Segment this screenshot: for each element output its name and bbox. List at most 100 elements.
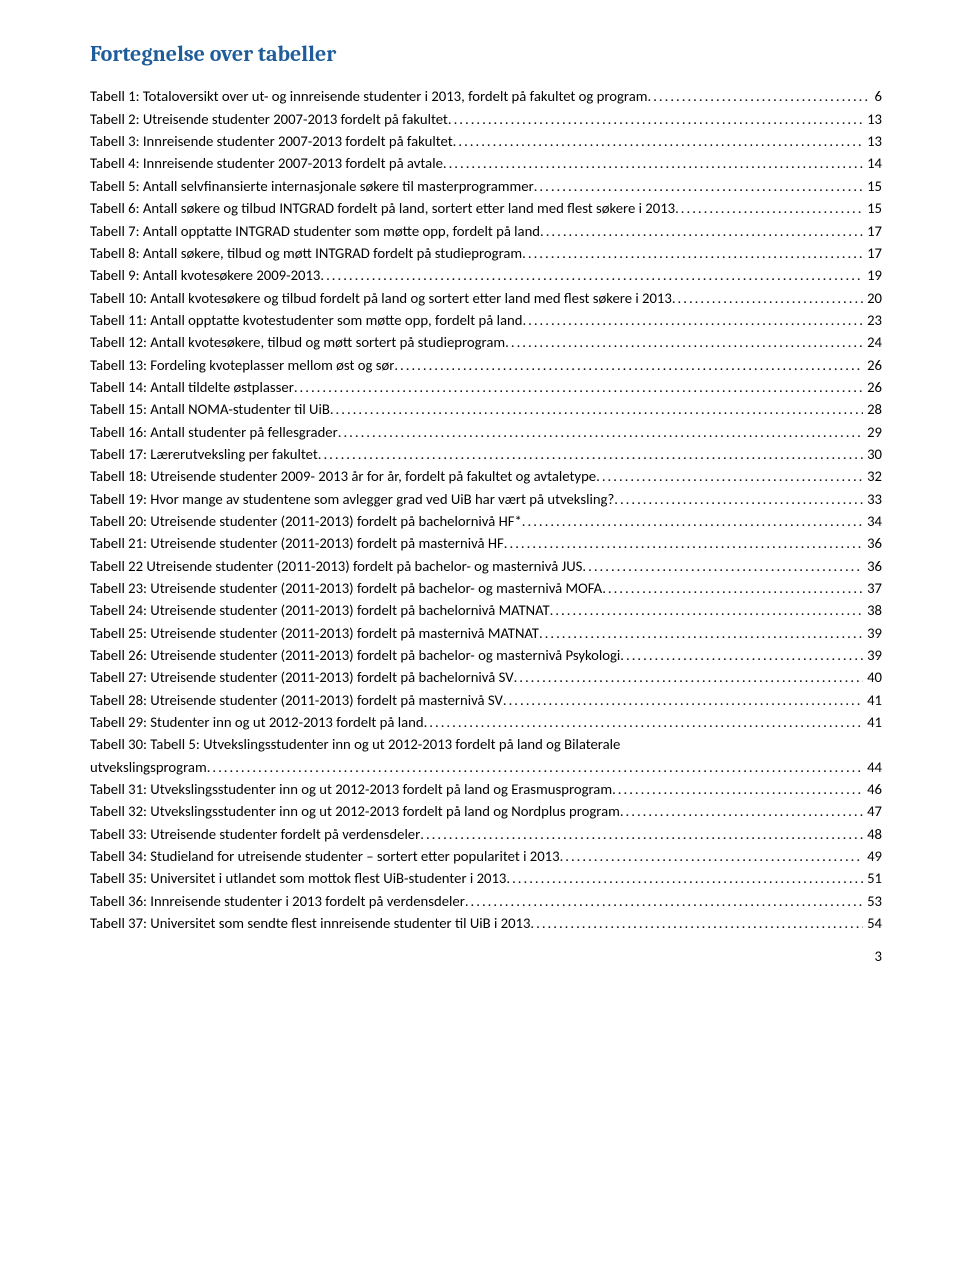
toc-page: 17 <box>863 220 882 242</box>
toc-leader <box>506 867 863 889</box>
toc-leader <box>675 197 863 219</box>
toc-page: 41 <box>863 689 882 711</box>
toc-leader <box>448 108 863 130</box>
toc-page: 29 <box>863 421 882 443</box>
toc-leader <box>620 800 863 822</box>
toc-entry: Tabell 14: Antall tildelte østplasser 26 <box>90 376 882 398</box>
toc-page: 13 <box>863 130 882 152</box>
toc-leader <box>614 488 863 510</box>
toc-page: 34 <box>863 510 882 532</box>
toc-label: utvekslingsprogram <box>90 756 207 778</box>
toc-page: 37 <box>863 577 882 599</box>
toc-entry: Tabell 31: Utvekslingsstudenter inn og u… <box>90 778 882 800</box>
toc-leader <box>540 220 863 242</box>
toc-page: 15 <box>863 197 882 219</box>
toc-label: Tabell 18: Utreisende studenter 2009- 20… <box>90 465 596 487</box>
toc-page: 20 <box>863 287 882 309</box>
toc-leader <box>394 354 863 376</box>
toc-leader <box>522 242 863 264</box>
toc-page: 17 <box>863 242 882 264</box>
toc-label: Tabell 10: Antall kvotesøkere og tilbud … <box>90 287 672 309</box>
toc-leader <box>465 890 863 912</box>
toc-entry: Tabell 7: Antall opptatte INTGRAD studen… <box>90 220 882 242</box>
toc-leader <box>648 85 871 107</box>
toc-leader <box>582 555 863 577</box>
toc-leader <box>550 599 863 621</box>
toc-leader <box>560 845 864 867</box>
toc-entry: Tabell 30: Tabell 5: Utvekslingsstudente… <box>90 733 882 755</box>
page-heading: Fortegnelse over tabeller <box>90 38 882 71</box>
toc-entry-continuation: utvekslingsprogram 44 <box>90 756 882 778</box>
toc-leader <box>530 912 863 934</box>
toc-page: 24 <box>863 331 882 353</box>
toc-label: Tabell 9: Antall kvotesøkere 2009-2013 <box>90 264 320 286</box>
toc-leader <box>318 443 863 465</box>
toc-label: Tabell 25: Utreisende studenter (2011-20… <box>90 622 539 644</box>
toc-leader <box>539 622 863 644</box>
toc-page: 26 <box>863 376 882 398</box>
toc-label: Tabell 33: Utreisende studenter fordelt … <box>90 823 420 845</box>
toc-label: Tabell 4: Innreisende studenter 2007-201… <box>90 152 443 174</box>
toc-page: 44 <box>863 756 882 778</box>
toc-page: 14 <box>863 152 882 174</box>
toc-page: 48 <box>863 823 882 845</box>
toc-page: 13 <box>863 108 882 130</box>
toc-page: 36 <box>863 532 882 554</box>
toc-leader <box>596 465 863 487</box>
toc-page: 38 <box>863 599 882 621</box>
toc-entry: Tabell 13: Fordeling kvoteplasser mellom… <box>90 354 882 376</box>
toc-label: Tabell 29: Studenter inn og ut 2012-2013… <box>90 711 424 733</box>
toc-entry: Tabell 6: Antall søkere og tilbud INTGRA… <box>90 197 882 219</box>
toc-page: 46 <box>863 778 882 800</box>
toc-label: Tabell 32: Utvekslingsstudenter inn og u… <box>90 800 620 822</box>
toc-entry: Tabell 28: Utreisende studenter (2011-20… <box>90 689 882 711</box>
toc-leader <box>443 152 863 174</box>
toc-entry: Tabell 22 Utreisende studenter (2011-201… <box>90 555 882 577</box>
toc-page: 47 <box>863 800 882 822</box>
toc-label: Tabell 20: Utreisende studenter (2011-20… <box>90 510 522 532</box>
toc-entry: Tabell 21: Utreisende studenter (2011-20… <box>90 532 882 554</box>
toc-entry: Tabell 2: Utreisende studenter 2007-2013… <box>90 108 882 130</box>
toc-leader <box>505 331 863 353</box>
toc-entry: Tabell 32: Utvekslingsstudenter inn og u… <box>90 800 882 822</box>
toc-label: Tabell 3: Innreisende studenter 2007-201… <box>90 130 453 152</box>
toc-label: Tabell 34: Studieland for utreisende stu… <box>90 845 560 867</box>
toc-leader <box>330 398 863 420</box>
toc-page: 40 <box>863 666 882 688</box>
toc-leader <box>207 756 863 778</box>
toc-leader <box>294 376 863 398</box>
toc-entry: Tabell 12: Antall kvotesøkere, tilbud og… <box>90 331 882 353</box>
toc-page: 54 <box>863 912 882 934</box>
toc-page: 49 <box>863 845 882 867</box>
toc-label: Tabell 2: Utreisende studenter 2007-2013… <box>90 108 448 130</box>
toc-leader <box>338 421 863 443</box>
toc-label: Tabell 6: Antall søkere og tilbud INTGRA… <box>90 197 675 219</box>
toc-label: Tabell 26: Utreisende studenter (2011-20… <box>90 644 620 666</box>
toc-page: 41 <box>863 711 882 733</box>
toc-page: 39 <box>863 622 882 644</box>
toc-page: 6 <box>871 85 882 107</box>
toc-entry: Tabell 34: Studieland for utreisende stu… <box>90 845 882 867</box>
toc-leader <box>522 510 863 532</box>
toc-label: Tabell 12: Antall kvotesøkere, tilbud og… <box>90 331 505 353</box>
toc-leader <box>420 823 863 845</box>
toc-label: Tabell 27: Utreisende studenter (2011-20… <box>90 666 514 688</box>
toc-label: Tabell 24: Utreisende studenter (2011-20… <box>90 599 550 621</box>
toc-label: Tabell 14: Antall tildelte østplasser <box>90 376 294 398</box>
toc-entry: Tabell 29: Studenter inn og ut 2012-2013… <box>90 711 882 733</box>
toc-entry: Tabell 18: Utreisende studenter 2009- 20… <box>90 465 882 487</box>
toc-leader <box>424 711 864 733</box>
toc-leader <box>514 666 864 688</box>
toc-entry: Tabell 37: Universitet som sendte flest … <box>90 912 882 934</box>
toc-label: Tabell 19: Hvor mange av studentene som … <box>90 488 614 510</box>
toc-page: 39 <box>863 644 882 666</box>
toc-page: 23 <box>863 309 882 331</box>
toc-entry: Tabell 23: Utreisende studenter (2011-20… <box>90 577 882 599</box>
toc-entry: Tabell 8: Antall søkere, tilbud og møtt … <box>90 242 882 264</box>
toc-page: 51 <box>863 867 882 889</box>
toc-page: 19 <box>863 264 882 286</box>
toc-label: Tabell 8: Antall søkere, tilbud og møtt … <box>90 242 522 264</box>
toc-label: Tabell 13: Fordeling kvoteplasser mellom… <box>90 354 394 376</box>
toc-page: 28 <box>863 398 882 420</box>
toc-leader <box>522 309 863 331</box>
